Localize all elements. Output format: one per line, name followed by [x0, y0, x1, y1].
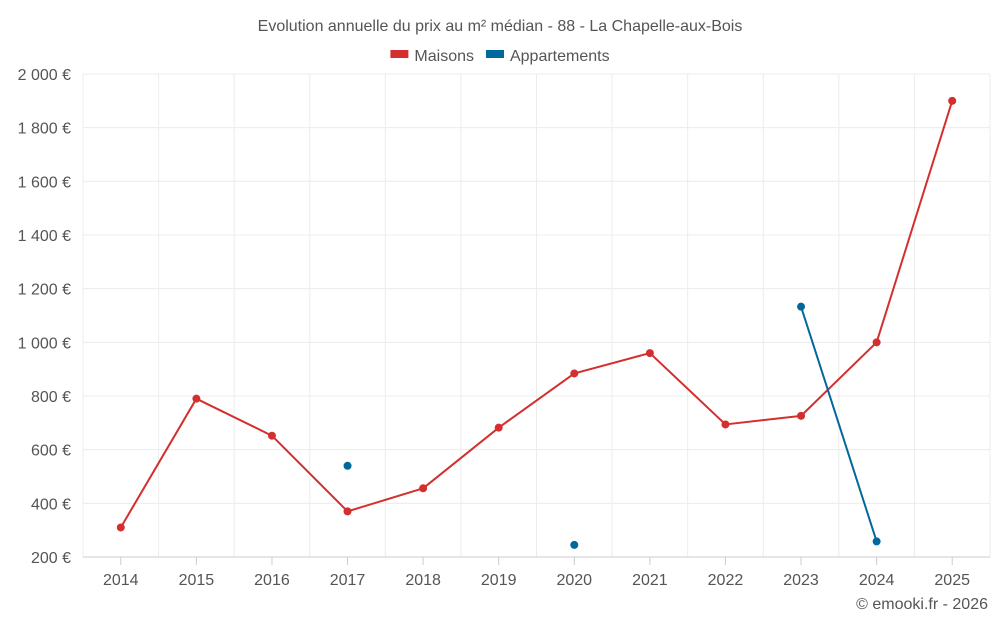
x-tick-label: 2016 — [254, 572, 290, 589]
x-tick-label: 2022 — [708, 572, 744, 589]
credit-text: © emooki.fr - 2026 — [856, 596, 988, 613]
y-tick-label: 1 800 € — [18, 121, 71, 138]
legend-label-appartements: Appartements — [510, 48, 610, 65]
maisons-point — [948, 96, 957, 105]
series-layer — [116, 96, 957, 549]
legend-swatch-maisons — [390, 50, 409, 58]
y-tick-label: 800 € — [31, 389, 71, 406]
maisons-point — [267, 431, 276, 440]
y-tick-label: 200 € — [31, 550, 71, 567]
y-tick-label: 600 € — [31, 443, 71, 460]
x-tick-label: 2017 — [330, 572, 366, 589]
x-tick-label: 2024 — [859, 572, 895, 589]
legend: Maisons Appartements — [390, 48, 610, 65]
maisons-point — [419, 484, 428, 493]
y-tick-label: 2 000 € — [18, 67, 71, 84]
y-tick-label: 1 600 € — [18, 174, 71, 191]
legend-swatch-appartements — [485, 50, 504, 58]
appartements-point — [343, 461, 352, 470]
x-tick-label: 2015 — [179, 572, 215, 589]
y-tick-label: 1 000 € — [18, 335, 71, 352]
legend-label-maisons: Maisons — [414, 48, 474, 65]
maisons-point — [645, 349, 654, 358]
appartements-point — [570, 540, 579, 549]
maisons-point — [494, 423, 503, 432]
maisons-point — [872, 338, 881, 347]
y-tick-label: 1 200 € — [18, 282, 71, 299]
x-tick-label: 2023 — [783, 572, 819, 589]
appartements-point — [872, 537, 881, 546]
maisons-point — [343, 507, 352, 516]
axes: 200 € 400 € 600 € 800 € 1 000 € 1 200 € 1 400 … — [18, 67, 990, 589]
y-tick-label: 400 € — [31, 496, 71, 513]
chart-title: Evolution annuelle du prix au m² médian … — [258, 18, 743, 35]
x-tick-label: 2021 — [632, 572, 668, 589]
maisons-point — [721, 420, 730, 429]
maisons-point — [797, 411, 806, 420]
grid — [82, 73, 991, 557]
y-tick-label: 1 400 € — [18, 228, 71, 245]
appartements-point — [797, 302, 806, 311]
x-tick-label: 2019 — [481, 572, 517, 589]
appartements-series-line — [800, 306, 878, 542]
x-tick-label: 2025 — [934, 572, 970, 589]
maisons-series-line — [119, 100, 954, 528]
maisons-point — [570, 369, 579, 378]
maisons-point — [116, 523, 125, 532]
x-tick-label: 2014 — [103, 572, 139, 589]
maisons-point — [192, 394, 201, 403]
x-tick-label: 2020 — [556, 572, 592, 589]
x-tick-label: 2018 — [405, 572, 441, 589]
